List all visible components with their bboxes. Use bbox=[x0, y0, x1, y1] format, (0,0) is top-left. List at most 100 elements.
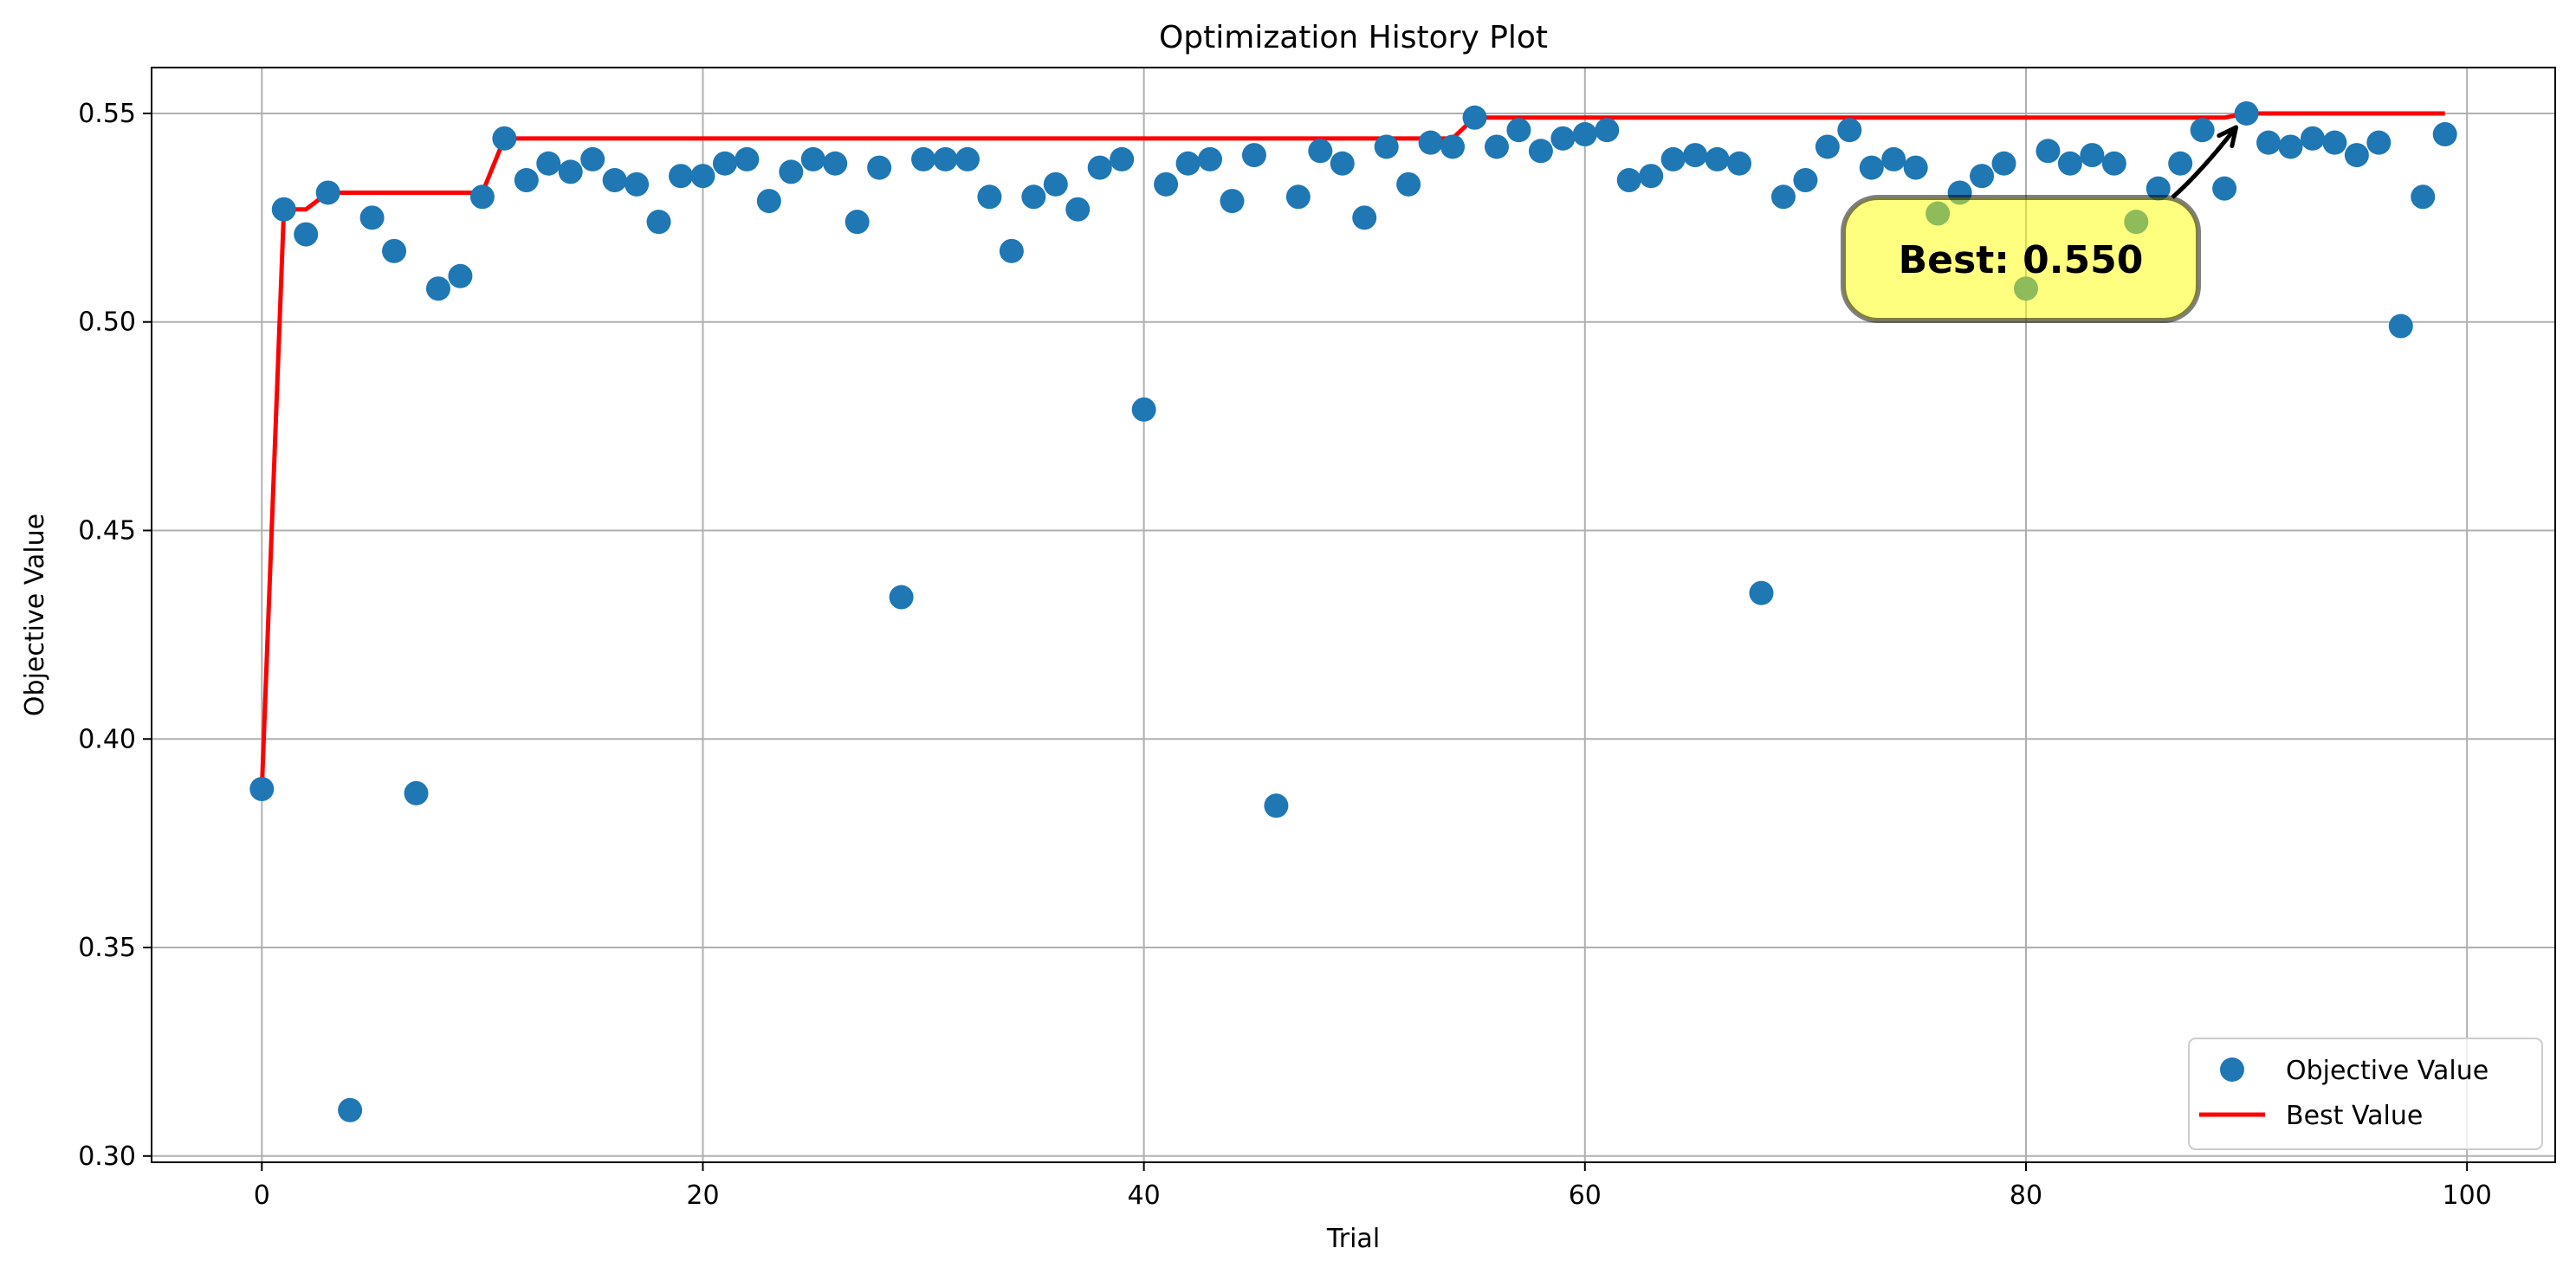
objective-value-point bbox=[1418, 130, 1443, 155]
objective-value-point bbox=[2366, 130, 2392, 155]
y-tick-label: 0.45 bbox=[78, 515, 136, 546]
annotation-arrow bbox=[2171, 126, 2238, 199]
objective-value-point bbox=[1970, 164, 1995, 189]
objective-value-point bbox=[315, 180, 340, 205]
objective-value-point bbox=[2278, 134, 2303, 159]
objective-value-point bbox=[669, 164, 694, 189]
objective-value-point bbox=[823, 151, 848, 176]
objective-value-point bbox=[1220, 189, 1245, 214]
objective-value-point bbox=[999, 238, 1024, 263]
objective-value-point bbox=[1528, 139, 1553, 164]
objective-value-point bbox=[845, 210, 870, 235]
objective-value-point bbox=[2300, 126, 2325, 151]
chart-title: Optimization History Plot bbox=[1159, 20, 1548, 55]
objective-value-point bbox=[2168, 151, 2193, 176]
objective-value-point bbox=[1264, 793, 1289, 818]
objective-value-point bbox=[1087, 155, 1112, 180]
objective-value-point bbox=[558, 159, 583, 184]
objective-value-point bbox=[2388, 314, 2413, 339]
objective-value-point bbox=[382, 238, 407, 263]
x-tick-label: 20 bbox=[686, 1180, 719, 1211]
objective-value-point bbox=[2101, 151, 2126, 176]
objective-value-point bbox=[1154, 171, 1179, 197]
objective-value-point bbox=[1881, 146, 1906, 171]
objective-value-point bbox=[1285, 184, 1311, 210]
objective-value-point bbox=[1683, 143, 1708, 168]
objective-value-point bbox=[2190, 118, 2215, 143]
objective-value-point bbox=[2432, 122, 2457, 147]
annotation-arrow-head bbox=[2217, 125, 2239, 148]
objective-value-point bbox=[735, 146, 760, 171]
objective-value-point bbox=[1374, 134, 1399, 159]
objective-value-point bbox=[867, 155, 892, 180]
objective-value-point bbox=[800, 146, 825, 171]
objective-value-point bbox=[1859, 155, 1884, 180]
objective-value-point bbox=[536, 151, 561, 176]
objective-value-point bbox=[1021, 184, 1046, 210]
objective-value-point bbox=[602, 168, 627, 193]
objective-value-point bbox=[977, 184, 1002, 210]
objective-value-point bbox=[580, 146, 605, 171]
y-axis-title: Objective Value bbox=[20, 514, 50, 716]
objective-value-point bbox=[2256, 130, 2282, 155]
objective-value-point bbox=[1595, 118, 1620, 143]
objective-value-point bbox=[889, 585, 914, 610]
objective-value-point bbox=[779, 159, 804, 184]
legend-marker-objective-value bbox=[2220, 1057, 2244, 1082]
plot-frame bbox=[151, 67, 2556, 1163]
objective-value-point bbox=[1308, 139, 1333, 164]
objective-value-point bbox=[1616, 168, 1641, 193]
objective-value-point bbox=[2322, 130, 2347, 155]
objective-value-point bbox=[1131, 397, 1156, 422]
objective-value-point bbox=[1572, 122, 1597, 147]
objective-value-point bbox=[2411, 184, 2436, 210]
y-tick-label: 0.40 bbox=[78, 724, 136, 754]
objective-value-point bbox=[955, 146, 980, 171]
annotation-box bbox=[1841, 195, 2201, 323]
objective-value-point bbox=[359, 205, 385, 230]
x-tick-label: 0 bbox=[254, 1180, 270, 1211]
objective-value-point bbox=[469, 184, 495, 210]
objective-value-point bbox=[625, 171, 650, 197]
objective-value-point bbox=[1043, 171, 1068, 197]
objective-value-point bbox=[1815, 134, 1840, 159]
objective-value-point bbox=[911, 146, 936, 171]
objective-value-point bbox=[2057, 151, 2082, 176]
objective-value-point bbox=[1991, 151, 2016, 176]
objective-value-point bbox=[1241, 143, 1266, 168]
objective-value-point bbox=[249, 777, 275, 802]
objective-value-point bbox=[933, 146, 958, 171]
objective-value-point bbox=[514, 168, 539, 193]
tick-labels: 0 20 40 60 80 100 0.30 0.35 0.40 0.45 0.50 0.55 bbox=[78, 99, 2492, 1211]
objective-value-point bbox=[1440, 134, 1466, 159]
objective-value-point bbox=[294, 222, 319, 247]
objective-value-point bbox=[1175, 151, 1201, 176]
objective-value-point bbox=[1462, 105, 1487, 130]
objective-value-point bbox=[1639, 164, 1664, 189]
objective-value-point bbox=[2212, 176, 2237, 201]
x-tick-label: 60 bbox=[1569, 1180, 1602, 1211]
objective-value-point bbox=[2036, 139, 2061, 164]
y-tick-label: 0.55 bbox=[78, 99, 136, 129]
y-tick-label: 0.35 bbox=[78, 933, 136, 963]
annotation-text: Best: 0.550 bbox=[1899, 238, 2144, 282]
objective-value-point bbox=[1396, 171, 1421, 197]
x-tick-label: 80 bbox=[2010, 1180, 2042, 1211]
objective-value-point bbox=[690, 164, 715, 189]
x-axis-title: Trial bbox=[1326, 1224, 1380, 1254]
objective-value-point bbox=[646, 210, 671, 235]
objective-value-point bbox=[425, 276, 450, 301]
objective-value-point bbox=[1903, 155, 1928, 180]
objective-value-point bbox=[756, 189, 781, 214]
objective-value-point bbox=[1660, 146, 1686, 171]
objective-value-point bbox=[1550, 126, 1576, 151]
x-tick-label: 100 bbox=[2443, 1180, 2492, 1211]
objective-value-point bbox=[1065, 197, 1091, 222]
objective-value-point bbox=[1749, 580, 1774, 605]
objective-value-point bbox=[1837, 118, 1862, 143]
objective-value-point bbox=[1110, 146, 1135, 171]
y-tick-label: 0.50 bbox=[78, 307, 136, 338]
legend: Objective Value Best Value bbox=[2188, 1038, 2543, 1150]
best-value-line bbox=[259, 111, 2445, 790]
